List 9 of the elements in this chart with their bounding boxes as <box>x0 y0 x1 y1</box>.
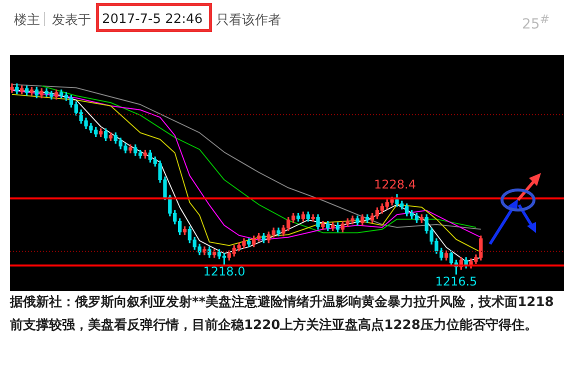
annotation: 1216.5 <box>435 274 478 288</box>
text: 发表于 <box>52 12 91 29</box>
text: 楼主 <box>14 12 40 29</box>
text: 25$^{#}$ <box>522 12 550 33</box>
text: 只看该作者 <box>216 12 281 29</box>
annotation: 1228.4 <box>374 178 416 192</box>
annotation: 1218.0 <box>203 264 246 278</box>
text: 据俄新社：俄罗斯向叙利亚发射**美盘注意避险情绪升温影响黄金暴力拉升风险，技术面1218前支撑较强，美盘看反弹行情，目前企稳1220上方关注亚盘高点1228压力位能否守得住。 <box>10 294 555 335</box>
highlight-frame: 2017-7-5 22:46 <box>96 3 212 32</box>
